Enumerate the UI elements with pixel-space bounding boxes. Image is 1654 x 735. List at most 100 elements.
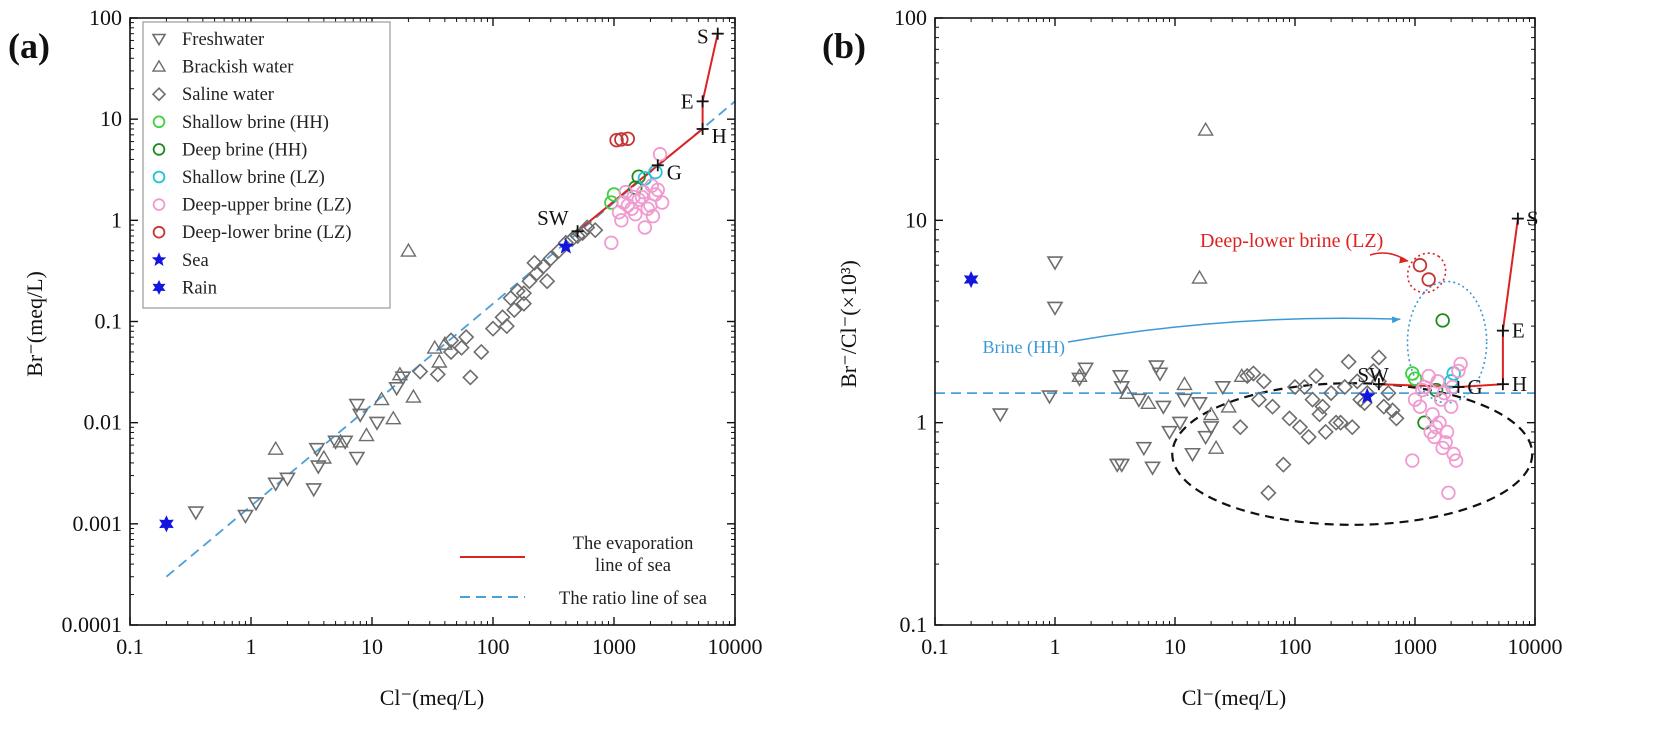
x-tick-label: 1 bbox=[246, 634, 257, 659]
point-saline-water bbox=[1250, 391, 1268, 408]
point-brackish-water bbox=[426, 339, 443, 354]
point-saline-water bbox=[442, 343, 460, 361]
point-freshwater bbox=[348, 451, 366, 466]
point-saline-water bbox=[1349, 373, 1366, 390]
point-deep-upper-brine-lz bbox=[1405, 453, 1420, 468]
point-freshwater bbox=[247, 497, 265, 512]
evaporation-label-sw: SW bbox=[537, 206, 569, 230]
point-saline-water bbox=[535, 258, 552, 275]
y-tick-label: 1 bbox=[111, 207, 122, 232]
legend-line-label-evaporation: line of sea bbox=[595, 556, 671, 576]
point-saline-water bbox=[1281, 410, 1298, 427]
point-saline-water bbox=[458, 329, 475, 346]
point-deep-upper-brine-lz bbox=[1438, 435, 1453, 450]
point-saline-water bbox=[1296, 378, 1313, 396]
legend-marker-freshwater bbox=[151, 33, 167, 47]
point-freshwater bbox=[237, 509, 254, 525]
point-freshwater bbox=[267, 477, 285, 492]
point-brackish-water bbox=[1191, 269, 1208, 284]
point-freshwater bbox=[1046, 256, 1064, 271]
point-freshwater bbox=[1161, 425, 1178, 441]
annotation-arrow-brine-hh bbox=[1067, 317, 1401, 343]
point-rain bbox=[159, 515, 174, 533]
evaporation-label-s: S bbox=[1527, 207, 1539, 231]
point-freshwater bbox=[1113, 458, 1131, 473]
point-saline-water bbox=[1255, 373, 1272, 390]
annotation-brine-hh: Brine (HH) bbox=[983, 337, 1065, 358]
point-deep-upper-brine-lz bbox=[1425, 407, 1440, 422]
legend-label-rain: Rain bbox=[182, 278, 217, 298]
x-tick-label: 0.1 bbox=[921, 634, 949, 659]
y-tick-label: 100 bbox=[89, 5, 122, 30]
legend-label-freshwater: Freshwater bbox=[182, 30, 264, 50]
point-saline-water bbox=[1380, 384, 1397, 402]
y-axis-label-b: Br⁻/Cl⁻(×10³) bbox=[836, 260, 861, 388]
point-saline-water bbox=[1365, 362, 1382, 380]
point-freshwater bbox=[1184, 447, 1201, 463]
y-tick-label: 0.001 bbox=[73, 511, 123, 536]
point-freshwater bbox=[1135, 441, 1153, 457]
point-saline-water bbox=[1327, 414, 1345, 431]
legend-marker-deep-brine-hh bbox=[152, 143, 166, 156]
point-saline-water bbox=[542, 250, 559, 267]
point-deep-upper-brine-lz bbox=[1446, 446, 1461, 462]
point-saline-water bbox=[1340, 353, 1357, 370]
point-deep-upper-brine-lz bbox=[614, 213, 629, 228]
y-tick-label: 0.1 bbox=[95, 309, 123, 334]
point-deep-upper-brine-lz bbox=[645, 208, 661, 224]
point-brackish-water bbox=[315, 449, 333, 464]
legend-label-saline-water: Saline water bbox=[182, 85, 274, 105]
point-deep-upper-brine-lz bbox=[1439, 424, 1455, 440]
point-deep-upper-brine-lz bbox=[1441, 485, 1456, 501]
point-freshwater bbox=[1176, 393, 1193, 408]
legend-marker-shallow-brine-hh bbox=[152, 115, 166, 129]
point-freshwater bbox=[1113, 380, 1131, 396]
point-deep-lower-brine-lz bbox=[1412, 258, 1428, 273]
point-brackish-water bbox=[1140, 395, 1157, 410]
point-saline-water bbox=[473, 343, 490, 361]
point-deep-upper-brine-lz bbox=[1423, 424, 1438, 440]
point-saline-water bbox=[1317, 423, 1334, 441]
point-saline-water bbox=[1388, 410, 1405, 427]
y-tick-label: 0.0001 bbox=[62, 612, 123, 637]
point-deep-upper-brine-lz bbox=[1433, 392, 1449, 407]
point-saline-water bbox=[1264, 398, 1281, 415]
point-saline-water bbox=[1336, 378, 1353, 396]
x-tick-label: 100 bbox=[1279, 634, 1312, 659]
point-deep-upper-brine-lz bbox=[628, 206, 643, 222]
point-saline-water bbox=[521, 273, 538, 290]
evaporation-label-h: H bbox=[712, 124, 727, 148]
point-saline-water bbox=[1344, 419, 1361, 436]
point-saline-water bbox=[462, 369, 479, 386]
point-saline-water bbox=[412, 363, 429, 380]
point-saline-water bbox=[1304, 391, 1321, 408]
point-rain bbox=[963, 271, 979, 289]
point-freshwater bbox=[1202, 421, 1220, 436]
point-saline-water bbox=[1314, 398, 1331, 415]
evaporation-label-e: E bbox=[681, 89, 694, 113]
point-brackish-water bbox=[431, 353, 448, 368]
legend-label-sea: Sea bbox=[182, 251, 209, 271]
legend-marker-sea bbox=[151, 252, 167, 267]
point-freshwater bbox=[1148, 360, 1165, 375]
x-tick-label: 1000 bbox=[592, 634, 636, 659]
y-tick-label: 0.01 bbox=[84, 410, 123, 435]
point-brackish-water bbox=[1233, 368, 1250, 382]
legend-line-label-ratio: The ratio line of sea bbox=[559, 589, 707, 609]
point-deep-lower-brine-lz bbox=[614, 132, 629, 147]
point-freshwater bbox=[1046, 301, 1064, 316]
point-deep-lower-brine-lz bbox=[620, 131, 635, 146]
legend-label-deep-lower-brine-lz: Deep-lower brine (LZ) bbox=[182, 223, 352, 243]
y-tick-label: 10 bbox=[100, 106, 122, 131]
point-shallow-brine-hh bbox=[1405, 366, 1420, 381]
point-freshwater bbox=[305, 483, 323, 498]
point-deep-upper-brine-lz bbox=[1432, 415, 1447, 430]
point-saline-water bbox=[1260, 484, 1277, 501]
point-brackish-water bbox=[358, 427, 375, 442]
point-freshwater bbox=[187, 506, 205, 521]
y-tick-label: 100 bbox=[894, 5, 927, 30]
point-saline-water bbox=[1239, 367, 1256, 385]
point-saline-water bbox=[1291, 419, 1309, 436]
evaporation-label-g: G bbox=[1467, 375, 1482, 399]
point-saline-water bbox=[526, 254, 543, 271]
